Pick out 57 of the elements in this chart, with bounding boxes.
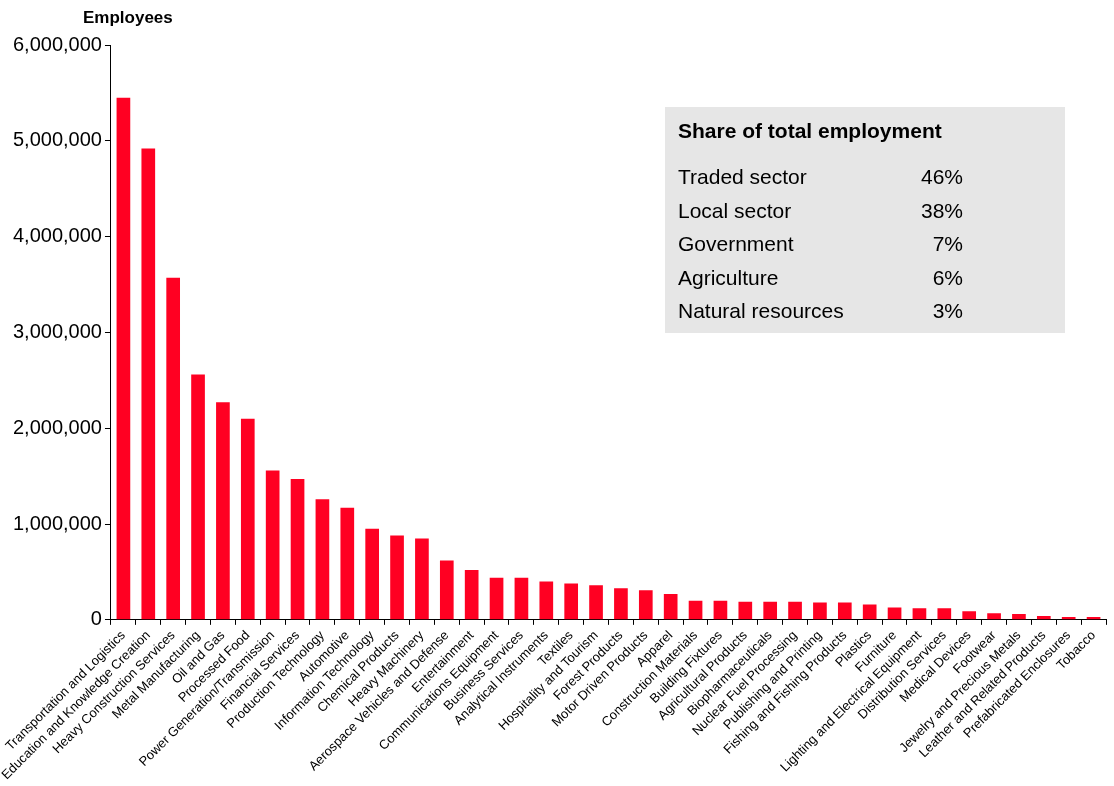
- bar: [862, 604, 877, 620]
- bar: [315, 499, 330, 620]
- bar: [763, 601, 778, 620]
- bar: [589, 585, 603, 620]
- annotation: Traded sector: [678, 165, 808, 190]
- bar: [987, 613, 1001, 620]
- bar: [390, 535, 404, 620]
- annotation: Share of total employment: [678, 119, 943, 143]
- annotation: Local sector: [678, 198, 793, 224]
- bar: [265, 470, 280, 620]
- bar: [489, 577, 504, 620]
- bar: [191, 374, 205, 620]
- annotation: Natural resources: [678, 299, 845, 324]
- bar: [912, 608, 927, 620]
- bar: [663, 593, 678, 620]
- annotation: 6%: [931, 265, 963, 291]
- bar: [962, 611, 977, 620]
- bar: [166, 277, 180, 620]
- annotation: 7%: [931, 232, 963, 257]
- bar: [688, 600, 703, 620]
- y-tick-label: 1,000,000: [12, 511, 102, 534]
- bar: [1012, 614, 1026, 620]
- y-tick-label: 2,000,000: [12, 415, 102, 438]
- bar: [788, 601, 802, 620]
- bar: [365, 528, 380, 620]
- bar: [937, 608, 952, 620]
- annotation: 3%: [931, 299, 963, 324]
- annotation: 38%: [919, 198, 963, 224]
- y-tick-label: 4,000,000: [12, 224, 102, 247]
- bar: [638, 590, 653, 620]
- bar: [290, 479, 305, 620]
- bar: [813, 602, 827, 620]
- bar: [738, 601, 753, 620]
- annotation: 46%: [919, 165, 963, 190]
- bar: [141, 148, 156, 620]
- annotation: Government: [678, 232, 795, 257]
- bar: [614, 588, 628, 620]
- bar: [464, 570, 479, 620]
- y-tick-label: 3,000,000: [12, 319, 102, 342]
- bar: [340, 507, 355, 620]
- bar: [216, 402, 230, 620]
- bar: [837, 602, 852, 620]
- bar: [713, 600, 728, 620]
- bar: [439, 560, 454, 620]
- y-tick-label: 5,000,000: [12, 128, 102, 151]
- bar: [116, 97, 131, 620]
- y-tick-label: 0: [90, 607, 102, 630]
- y-axis-title: Employees: [83, 8, 173, 28]
- bar: [1036, 616, 1051, 620]
- bar: [415, 538, 429, 620]
- annotation: Agriculture: [678, 265, 780, 291]
- bar: [514, 577, 529, 620]
- bar: [539, 581, 554, 620]
- y-tick-label: 6,000,000: [12, 32, 102, 55]
- bar: [240, 418, 255, 620]
- bar: [564, 583, 579, 620]
- bar: [887, 607, 902, 620]
